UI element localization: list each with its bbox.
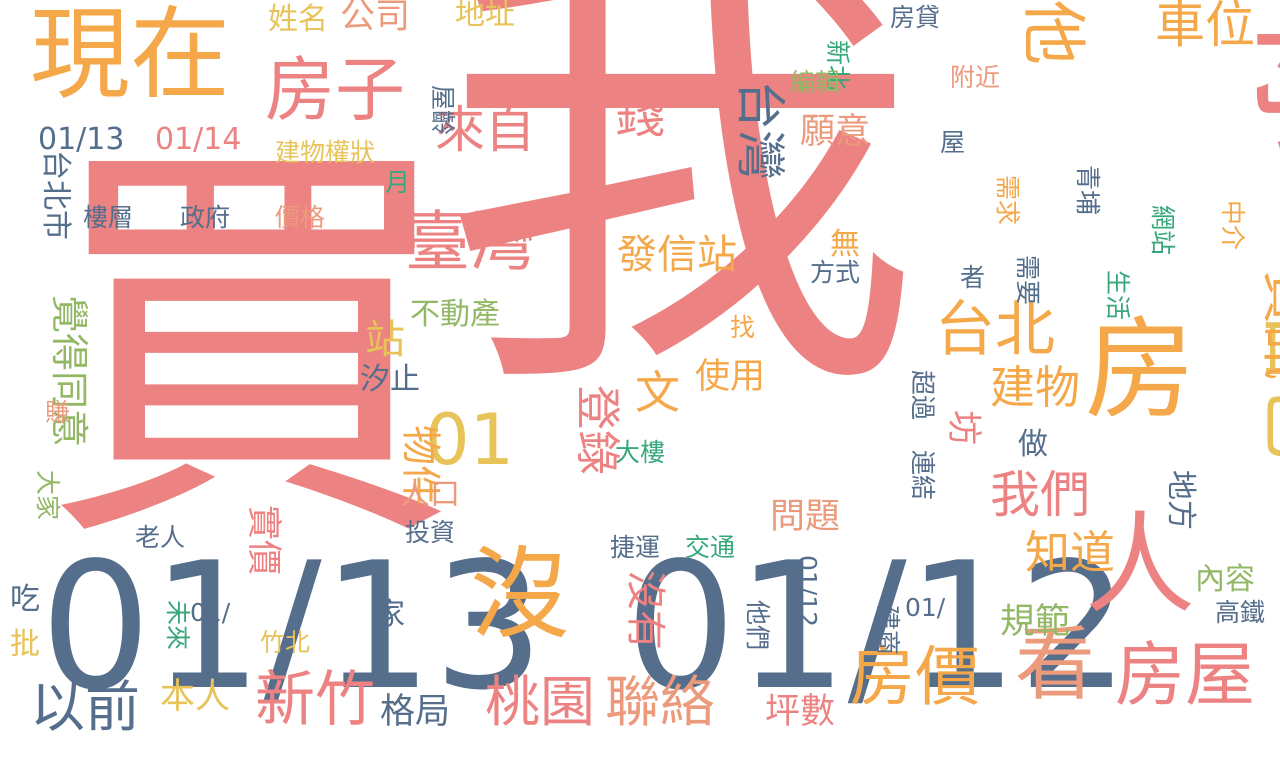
cloud-word: 現在 xyxy=(30,0,230,113)
cloud-word: 台灣 xyxy=(731,80,789,180)
cloud-word: 01/13 xyxy=(38,122,125,157)
cloud-word: 錢 xyxy=(615,86,665,144)
cloud-word: 青埔 xyxy=(1073,165,1102,216)
cloud-word: 無 xyxy=(830,227,860,262)
cloud-word: 中介 xyxy=(1218,200,1247,251)
cloud-word: 樓層 xyxy=(83,203,134,232)
cloud-word: 編輯 xyxy=(790,68,841,97)
cloud-word: 使用 xyxy=(695,357,766,397)
cloud-word: 建商 xyxy=(873,605,902,656)
cloud-word: 姓名 xyxy=(268,2,328,37)
cloud-word: 連結 xyxy=(908,450,937,501)
cloud-word: 坊 xyxy=(943,410,983,446)
cloud-word: 知道 xyxy=(1025,526,1116,579)
cloud-word: 屋 xyxy=(940,128,966,157)
cloud-word: 01 xyxy=(425,399,515,481)
cloud-word: 超過 xyxy=(908,370,937,421)
cloud-word: 做 xyxy=(1018,427,1048,462)
cloud-word: 房貸 xyxy=(890,3,941,32)
cloud-word: 他 xyxy=(1015,0,1090,66)
cloud-word: 問題 xyxy=(770,497,841,537)
cloud-word: 臺灣 xyxy=(405,205,536,280)
cloud-word: 資訊 xyxy=(1256,270,1280,381)
cloud-word: 01/ xyxy=(905,593,946,622)
cloud-word: 格局 xyxy=(380,692,451,732)
cloud-word: 沒 xyxy=(470,536,570,653)
cloud-word: 買 xyxy=(40,105,460,594)
cloud-word: 家 xyxy=(375,597,405,632)
cloud-word: 不動產 xyxy=(410,297,500,332)
cloud-word: 車位 xyxy=(1155,0,1255,54)
cloud-word: 新竹 xyxy=(255,665,375,735)
cloud-word: 01/13 xyxy=(40,526,545,729)
cloud-word: 以前 xyxy=(30,675,141,739)
cloud-word: 大樓 xyxy=(615,438,666,467)
cloud-word: 坪數 xyxy=(765,692,836,732)
cloud-word: 方式 xyxy=(810,258,861,287)
cloud-word: 內容 xyxy=(1195,562,1255,597)
cloud-word: 附近 xyxy=(950,63,1001,92)
cloud-word: 建物 xyxy=(990,361,1081,414)
cloud-word: 批 xyxy=(10,627,40,662)
cloud-word: 價格 xyxy=(275,203,326,232)
cloud-word: 老人 xyxy=(135,523,186,552)
cloud-word: 者 xyxy=(960,263,986,292)
cloud-word: 房 xyxy=(1085,306,1195,434)
cloud-word: 登錄 xyxy=(571,385,624,476)
cloud-word: 屋齡 xyxy=(428,85,457,136)
cloud-word: 政府 xyxy=(180,203,231,232)
cloud-word: 建物權狀 xyxy=(275,138,376,167)
cloud-word: 01/ xyxy=(190,598,231,627)
cloud-word: 願意 xyxy=(800,112,871,152)
cloud-word: 房價 xyxy=(850,640,981,715)
cloud-word: 找 xyxy=(730,313,756,342)
cloud-word: 聯絡 xyxy=(605,670,716,734)
cloud-word: 賺 xyxy=(45,398,71,427)
cloud-word: 實價 xyxy=(243,505,283,576)
cloud-word: 人 xyxy=(1085,501,1195,629)
cloud-word: 來自 xyxy=(435,101,535,159)
cloud-word: 房屋 xyxy=(1115,634,1255,716)
cloud-word: 沒有 xyxy=(622,570,668,650)
cloud-word: 01/12 xyxy=(625,526,1130,729)
cloud-word: 大家 xyxy=(33,470,62,521)
cloud-word: 地址 xyxy=(455,0,515,32)
cloud-word: 公司 xyxy=(340,0,411,37)
cloud-word: 生活 xyxy=(1103,270,1132,321)
cloud-word: 未來 xyxy=(163,600,192,651)
cloud-word: 我們 xyxy=(990,466,1090,524)
cloud-word: 發信站 xyxy=(617,232,737,278)
cloud-word: 交通 xyxy=(685,533,736,562)
cloud-word: 01/12 xyxy=(793,555,822,628)
cloud-word: 竹北 xyxy=(260,628,311,657)
cloud-word: 規範 xyxy=(1000,602,1071,642)
cloud-word: 捷運 xyxy=(610,533,661,562)
cloud-word: 房子 xyxy=(265,49,405,131)
cloud-word: 網站 xyxy=(1148,205,1177,256)
cloud-word: 吃 xyxy=(10,582,40,617)
cloud-word: 投資 xyxy=(405,518,456,547)
cloud-word: 需求 xyxy=(993,175,1022,226)
cloud-word: 站 xyxy=(365,317,405,363)
cloud-word: 他們 xyxy=(743,600,772,651)
cloud-word: 本人 xyxy=(160,677,231,717)
cloud-word: 台北 xyxy=(935,295,1055,365)
cloud-word: 月 xyxy=(385,168,411,197)
cloud-word: 需要 xyxy=(1013,255,1042,306)
cloud-word: 我 xyxy=(440,0,920,449)
cloud-word: 01/14 xyxy=(155,122,242,157)
cloud-word: 台北市 xyxy=(38,150,73,240)
cloud-word: 高鐵 xyxy=(1215,598,1266,627)
cloud-word: 人口 xyxy=(400,477,460,512)
cloud-word: 文 xyxy=(635,366,681,419)
cloud-word: 看 xyxy=(1015,618,1095,711)
cloud-word: 桃園 xyxy=(485,670,596,734)
cloud-word: 汐止 xyxy=(360,362,420,397)
cloud-word: 地方 xyxy=(1163,470,1198,530)
